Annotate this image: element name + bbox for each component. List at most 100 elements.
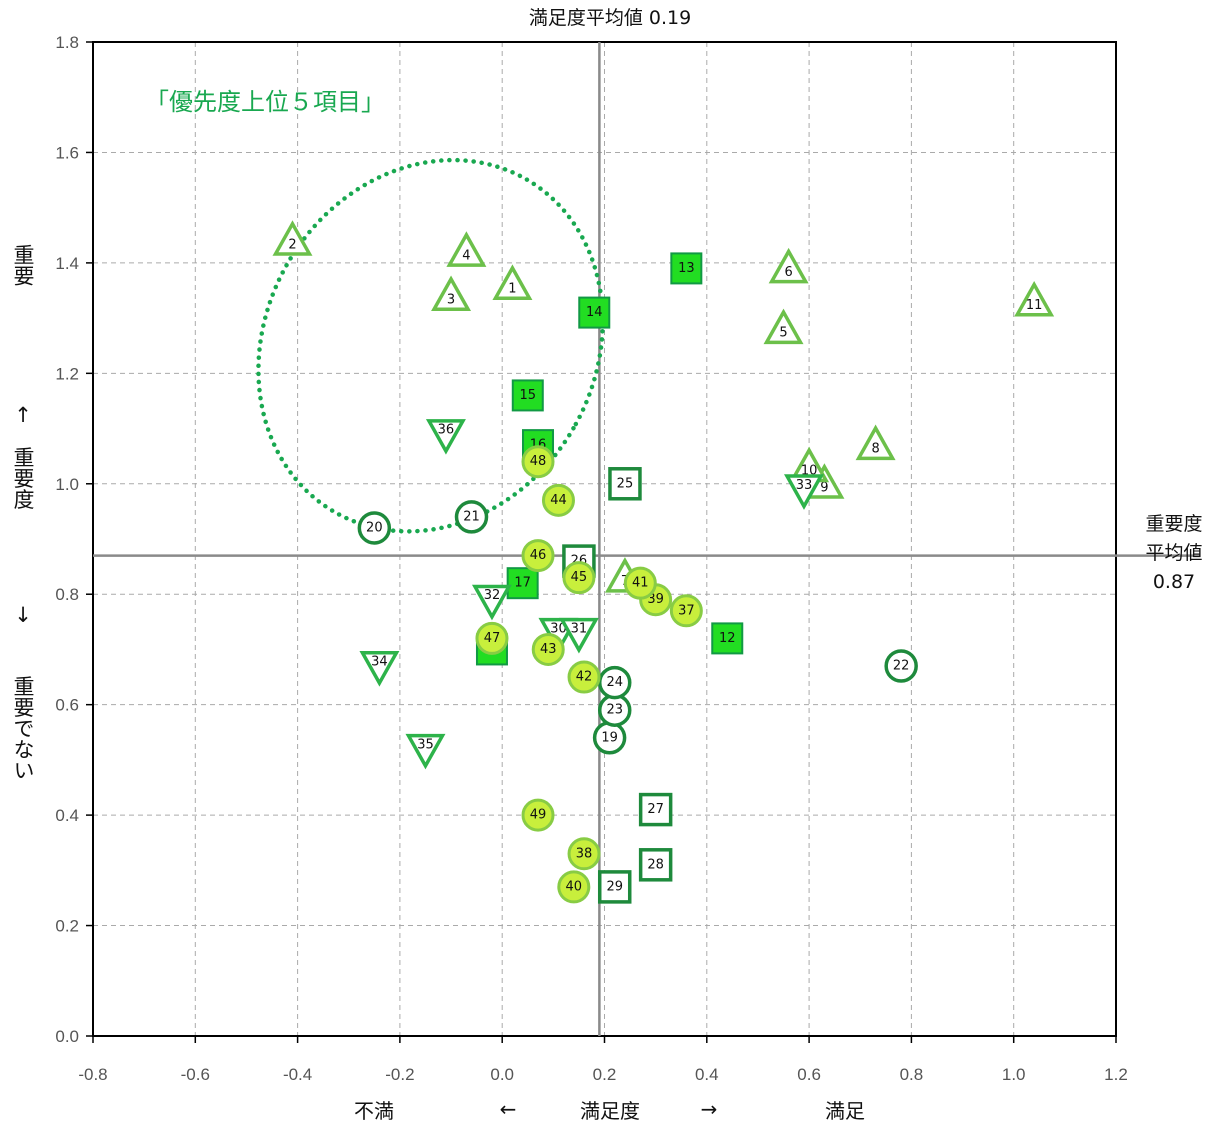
circle-filled-marker — [567, 837, 601, 871]
x-tick-label: 0.6 — [797, 1065, 821, 1084]
y-tick-label: 1.6 — [55, 143, 79, 162]
data-point-45: 45 — [562, 561, 596, 595]
data-point-35: 35 — [405, 733, 446, 770]
x-tick-label: 0.8 — [900, 1065, 924, 1084]
circle-open-marker — [597, 665, 632, 700]
y-bottom-label: 重要でない — [11, 676, 35, 781]
data-point-36: 36 — [425, 419, 466, 455]
point-label: 21 — [463, 509, 480, 524]
point-label: 36 — [438, 423, 455, 438]
point-label: 15 — [520, 388, 537, 403]
point-label: 5 — [779, 326, 787, 341]
triangle-marker — [431, 275, 472, 312]
data-point-11: 11 — [1014, 280, 1055, 317]
y-tick-label: 1.2 — [55, 364, 79, 383]
x-right-arrow: → — [701, 1097, 718, 1121]
point-label: 13 — [678, 261, 695, 276]
data-point-44: 44 — [541, 483, 575, 517]
x-tick-label: -0.8 — [78, 1065, 107, 1084]
data-point-31: 31 — [558, 617, 599, 654]
data-point-1: 1 — [492, 264, 533, 300]
data-point-27: 27 — [638, 792, 673, 827]
point-label: 43 — [540, 642, 557, 657]
y-tick-label: 1.0 — [55, 475, 79, 494]
down-triangle-marker — [783, 474, 824, 510]
y-mid-label: 重要度 — [11, 447, 35, 510]
point-label: 40 — [566, 879, 583, 894]
data-point-40: 40 — [557, 870, 591, 904]
triangle-marker — [768, 247, 809, 284]
x-tick-label: 0.2 — [593, 1065, 617, 1084]
grid-lines — [93, 42, 1116, 1036]
square-filled-marker — [578, 296, 611, 329]
point-label: 4 — [462, 248, 470, 263]
y-up-arrow: ↑ — [14, 403, 32, 427]
point-label: 28 — [647, 857, 664, 872]
circle-filled-marker — [567, 660, 601, 694]
point-label: 27 — [647, 802, 664, 817]
data-point-49: 49 — [521, 798, 555, 832]
point-label: 42 — [576, 670, 593, 685]
x-left-label: 不満 — [354, 1099, 394, 1123]
data-point-22: 22 — [884, 649, 918, 683]
point-label: 25 — [617, 476, 634, 491]
x-left-arrow: ← — [500, 1097, 517, 1121]
y-tick-label: 0.4 — [55, 806, 79, 825]
y-tick-label: 1.4 — [55, 254, 79, 273]
triangle-marker — [1014, 280, 1055, 317]
y-tick-label: 0.2 — [55, 917, 79, 936]
square-filled-marker — [711, 622, 744, 655]
point-label: 12 — [719, 631, 736, 646]
circle-filled-marker — [521, 445, 555, 479]
circle-filled-marker — [475, 621, 509, 655]
circle-filled-marker — [521, 798, 555, 832]
data-point-4: 4 — [446, 231, 487, 267]
data-point-12: 12 — [711, 622, 744, 655]
triangle-marker — [492, 264, 533, 300]
y-tick-label: 1.8 — [55, 33, 79, 52]
x-axis-label: 満足度 — [580, 1099, 640, 1123]
circle-filled-marker — [531, 632, 565, 666]
triangle-marker — [272, 220, 313, 256]
triangle-marker — [855, 424, 896, 461]
point-label: 32 — [484, 588, 501, 603]
y-top-label: 重要 — [11, 244, 35, 286]
point-label: 46 — [530, 548, 547, 563]
data-point-32: 32 — [471, 584, 512, 621]
priority-ellipse-outline — [256, 157, 605, 534]
point-label: 11 — [1026, 298, 1043, 313]
point-label: 47 — [484, 631, 501, 646]
point-label: 38 — [576, 846, 593, 861]
circle-filled-marker — [557, 870, 591, 904]
point-label: 41 — [632, 576, 649, 591]
point-label: 20 — [366, 520, 383, 535]
axis-ticks: -0.8 -0.6 -0.4 -0.2 0.0 0.2 0.4 0.6 0.8 1.0 1.2 0.0… — [55, 33, 1127, 1084]
x-tick-label: 0.0 — [490, 1065, 514, 1084]
data-point-43: 43 — [531, 632, 565, 666]
x-tick-label: 1.0 — [1002, 1065, 1026, 1084]
mean-label-line-3: 0.87 — [1153, 571, 1195, 593]
data-point-37: 37 — [669, 594, 703, 628]
point-label: 35 — [417, 737, 434, 752]
data-point-34: 34 — [359, 651, 400, 687]
data-point-8: 8 — [855, 424, 896, 461]
data-point-17: 17 — [506, 567, 539, 600]
data-point-13: 13 — [670, 252, 703, 285]
point-label: 3 — [447, 293, 455, 308]
data-point-15: 15 — [511, 379, 544, 412]
x-tick-label: 0.4 — [695, 1065, 719, 1084]
square-filled-marker — [670, 252, 703, 285]
data-point-29: 29 — [597, 870, 632, 904]
circle-filled-marker — [562, 561, 596, 595]
data-point-21: 21 — [454, 500, 489, 534]
circle-filled-marker — [669, 594, 703, 628]
x-tick-label: -0.6 — [181, 1065, 210, 1084]
point-label: 23 — [606, 703, 623, 718]
triangle-marker — [763, 308, 804, 345]
x-tick-label: -0.2 — [385, 1065, 414, 1084]
point-label: 6 — [784, 265, 792, 280]
down-triangle-marker — [359, 651, 400, 687]
circle-filled-marker — [521, 539, 555, 573]
square-open-marker — [597, 870, 632, 904]
chart-title: 満足度平均値 0.19 — [529, 7, 691, 29]
